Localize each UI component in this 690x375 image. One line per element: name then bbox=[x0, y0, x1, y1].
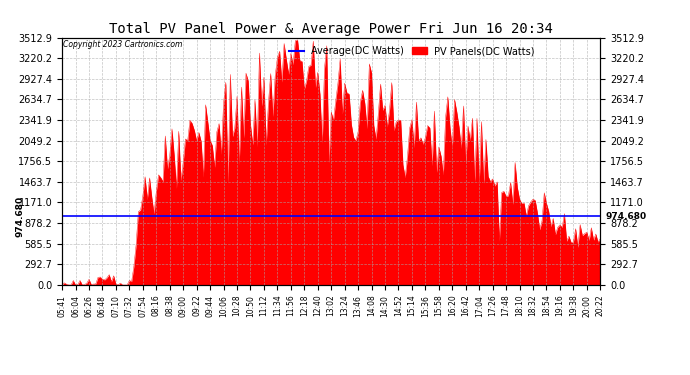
Title: Total PV Panel Power & Average Power Fri Jun 16 20:34: Total PV Panel Power & Average Power Fri… bbox=[109, 22, 553, 36]
Text: 974.680: 974.680 bbox=[606, 212, 647, 221]
Text: 974.680: 974.680 bbox=[16, 196, 25, 237]
Text: Copyright 2023 Cartronics.com: Copyright 2023 Cartronics.com bbox=[63, 40, 182, 49]
Legend: Average(DC Watts), PV Panels(DC Watts): Average(DC Watts), PV Panels(DC Watts) bbox=[285, 42, 539, 60]
